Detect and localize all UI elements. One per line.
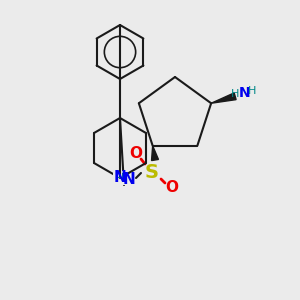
Text: O: O <box>130 146 142 161</box>
Text: N: N <box>123 172 135 187</box>
Text: H: H <box>114 172 124 185</box>
Text: S: S <box>145 163 159 182</box>
Polygon shape <box>211 93 236 103</box>
Bar <box>142 163 162 181</box>
Bar <box>113 171 127 185</box>
Text: H: H <box>248 86 256 96</box>
Polygon shape <box>152 146 158 160</box>
Text: O: O <box>166 181 178 196</box>
Text: N: N <box>114 170 126 185</box>
Text: H: H <box>231 89 239 99</box>
Text: N: N <box>238 86 250 100</box>
